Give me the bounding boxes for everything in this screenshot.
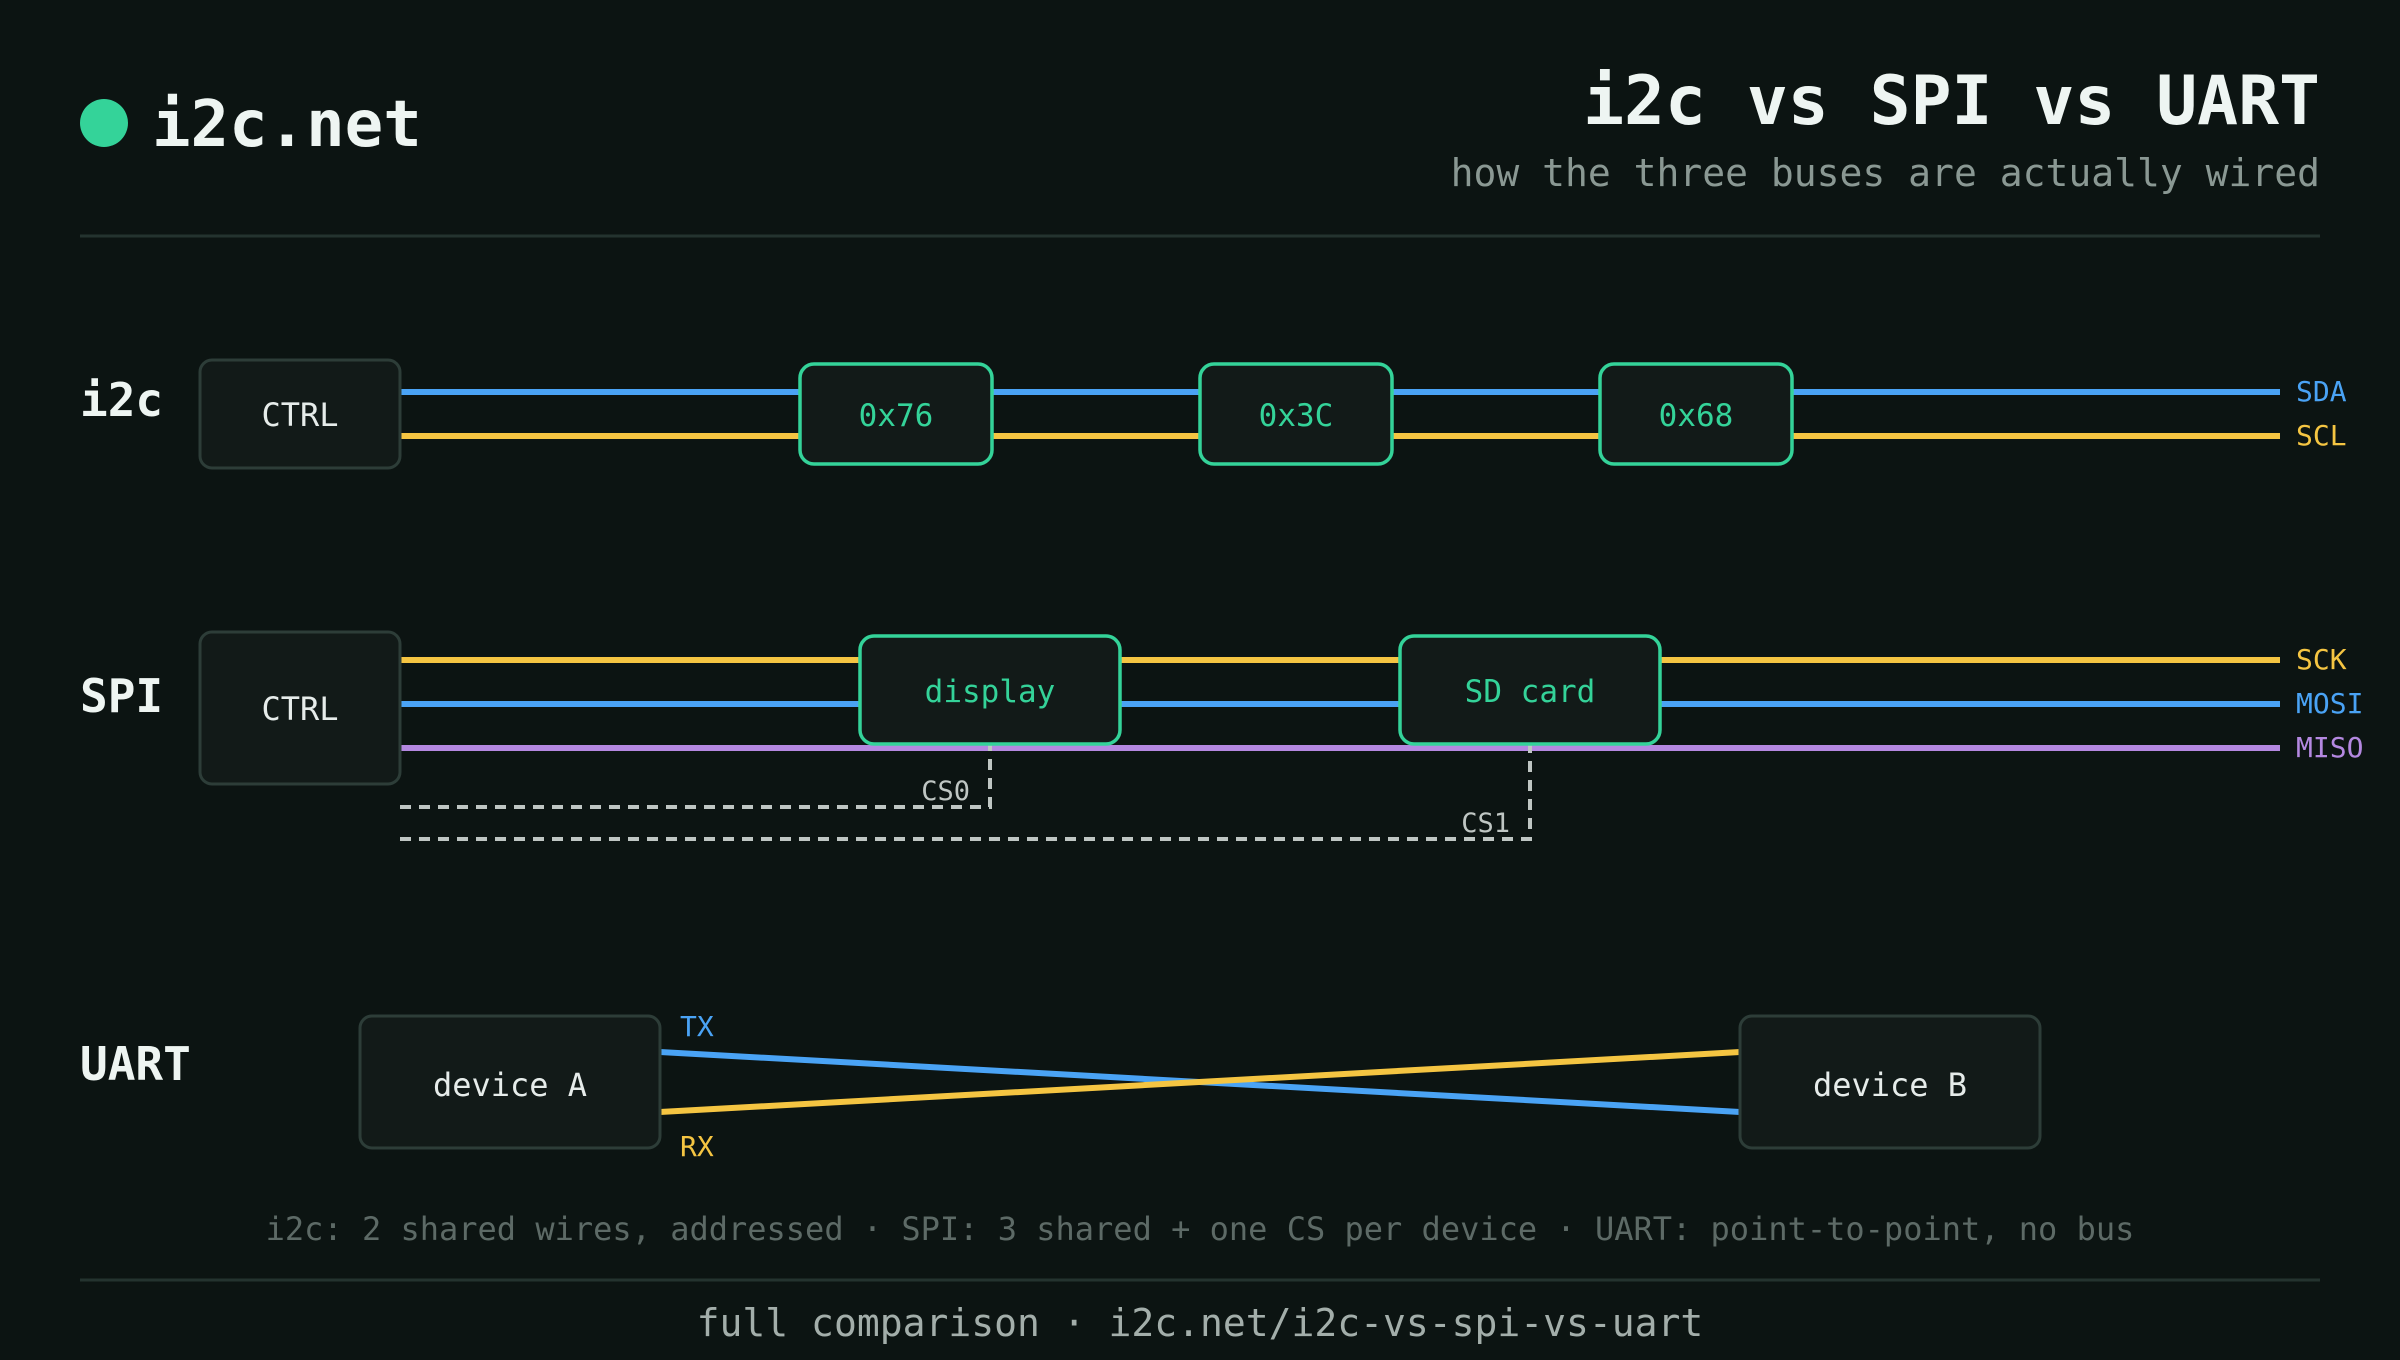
uart-rx-wire: [659, 1049, 1741, 1115]
uart-device-a-box: [358, 1014, 662, 1150]
spi-device-box: [858, 634, 1122, 746]
spi-controller-box: [198, 630, 402, 786]
spi-sck-label: SCK: [2296, 643, 2347, 676]
spi-mosi-label: MOSI: [2296, 687, 2363, 720]
brand-name: i2c.net: [152, 88, 422, 162]
uart-rx-label: RX: [680, 1130, 714, 1163]
spi-label: SPI: [80, 669, 163, 723]
i2c-scl-label: SCL: [2296, 419, 2347, 452]
uart-tx-label: TX: [680, 1010, 714, 1043]
spi-controller-label: CTRL: [261, 690, 338, 728]
i2c-sda-label: SDA: [2296, 375, 2347, 408]
spi-device-box: [1398, 634, 1662, 746]
spi-cs1-label: CS1: [1461, 808, 1510, 839]
spi-device-label: display: [925, 674, 1056, 710]
header: i2c.net i2c vs SPI vs UART how the three…: [80, 62, 2320, 238]
uart-section: UART device A device B TX RX: [80, 1010, 2042, 1163]
spi-cs0-label: CS0: [921, 776, 970, 807]
i2c-device-label: 0x68: [1659, 398, 1734, 434]
spi-cs0-line: [400, 744, 992, 809]
uart-label: UART: [80, 1037, 191, 1091]
i2c-controller-box: [198, 358, 402, 470]
i2c-section: i2c CTRL 0x76 0x3C 0x68 SDA SCL: [80, 358, 2347, 470]
spi-section: SPI CS0 CS1 CTRL display SD card SCK MOS…: [80, 630, 2363, 841]
brand-dot-icon: [80, 99, 128, 147]
summary-note: i2c: 2 shared wires, addressed · SPI: 3 …: [266, 1210, 2135, 1248]
i2c-device-label: 0x76: [859, 398, 934, 434]
footer-link[interactable]: full comparison · i2c.net/i2c-vs-spi-vs-…: [697, 1301, 1704, 1345]
page-subtitle: how the three buses are actually wired: [1451, 151, 2320, 195]
i2c-device-label: 0x3C: [1259, 398, 1334, 434]
page-title: i2c vs SPI vs UART: [1583, 62, 2320, 141]
i2c-controller-label: CTRL: [261, 396, 338, 434]
spi-device-label: SD card: [1465, 674, 1596, 710]
spi-miso-label: MISO: [2296, 731, 2363, 764]
i2c-device-box: [798, 362, 994, 466]
spi-cs1-line: [400, 744, 1532, 841]
i2c-device-box: [1598, 362, 1794, 466]
uart-device-b-label: device B: [1813, 1066, 1967, 1104]
uart-device-b-box: [1738, 1014, 2042, 1150]
uart-device-a-label: device A: [433, 1066, 587, 1104]
i2c-device-box: [1198, 362, 1394, 466]
i2c-label: i2c: [80, 373, 163, 427]
